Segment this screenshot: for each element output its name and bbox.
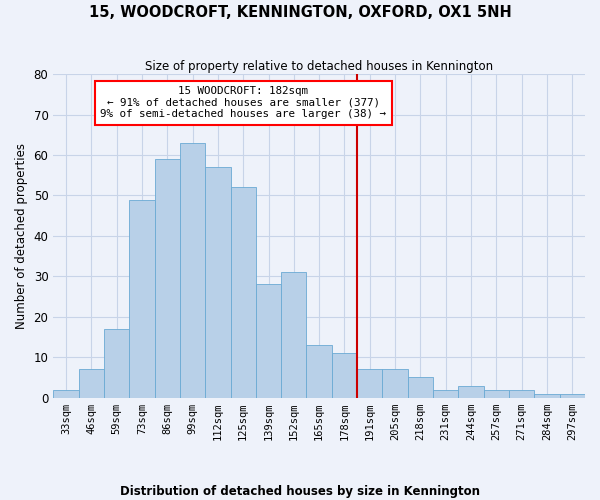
- Bar: [53, 390, 79, 398]
- Bar: [458, 386, 484, 398]
- Bar: [180, 143, 205, 398]
- Title: Size of property relative to detached houses in Kennington: Size of property relative to detached ho…: [145, 60, 493, 73]
- Bar: [357, 370, 382, 398]
- Bar: [560, 394, 585, 398]
- Bar: [129, 200, 155, 398]
- Text: 15, WOODCROFT, KENNINGTON, OXFORD, OX1 5NH: 15, WOODCROFT, KENNINGTON, OXFORD, OX1 5…: [89, 5, 511, 20]
- Bar: [535, 394, 560, 398]
- Bar: [256, 284, 281, 398]
- Bar: [484, 390, 509, 398]
- Y-axis label: Number of detached properties: Number of detached properties: [15, 143, 28, 329]
- Bar: [205, 167, 230, 398]
- Text: 15 WOODCROFT: 182sqm
← 91% of detached houses are smaller (377)
9% of semi-detac: 15 WOODCROFT: 182sqm ← 91% of detached h…: [100, 86, 386, 120]
- Bar: [79, 370, 104, 398]
- Bar: [307, 345, 332, 398]
- Bar: [433, 390, 458, 398]
- Bar: [382, 370, 408, 398]
- Bar: [408, 378, 433, 398]
- Text: Distribution of detached houses by size in Kennington: Distribution of detached houses by size …: [120, 485, 480, 498]
- Bar: [509, 390, 535, 398]
- Bar: [230, 188, 256, 398]
- Bar: [281, 272, 307, 398]
- Bar: [155, 159, 180, 398]
- Bar: [332, 353, 357, 398]
- Bar: [104, 329, 129, 398]
